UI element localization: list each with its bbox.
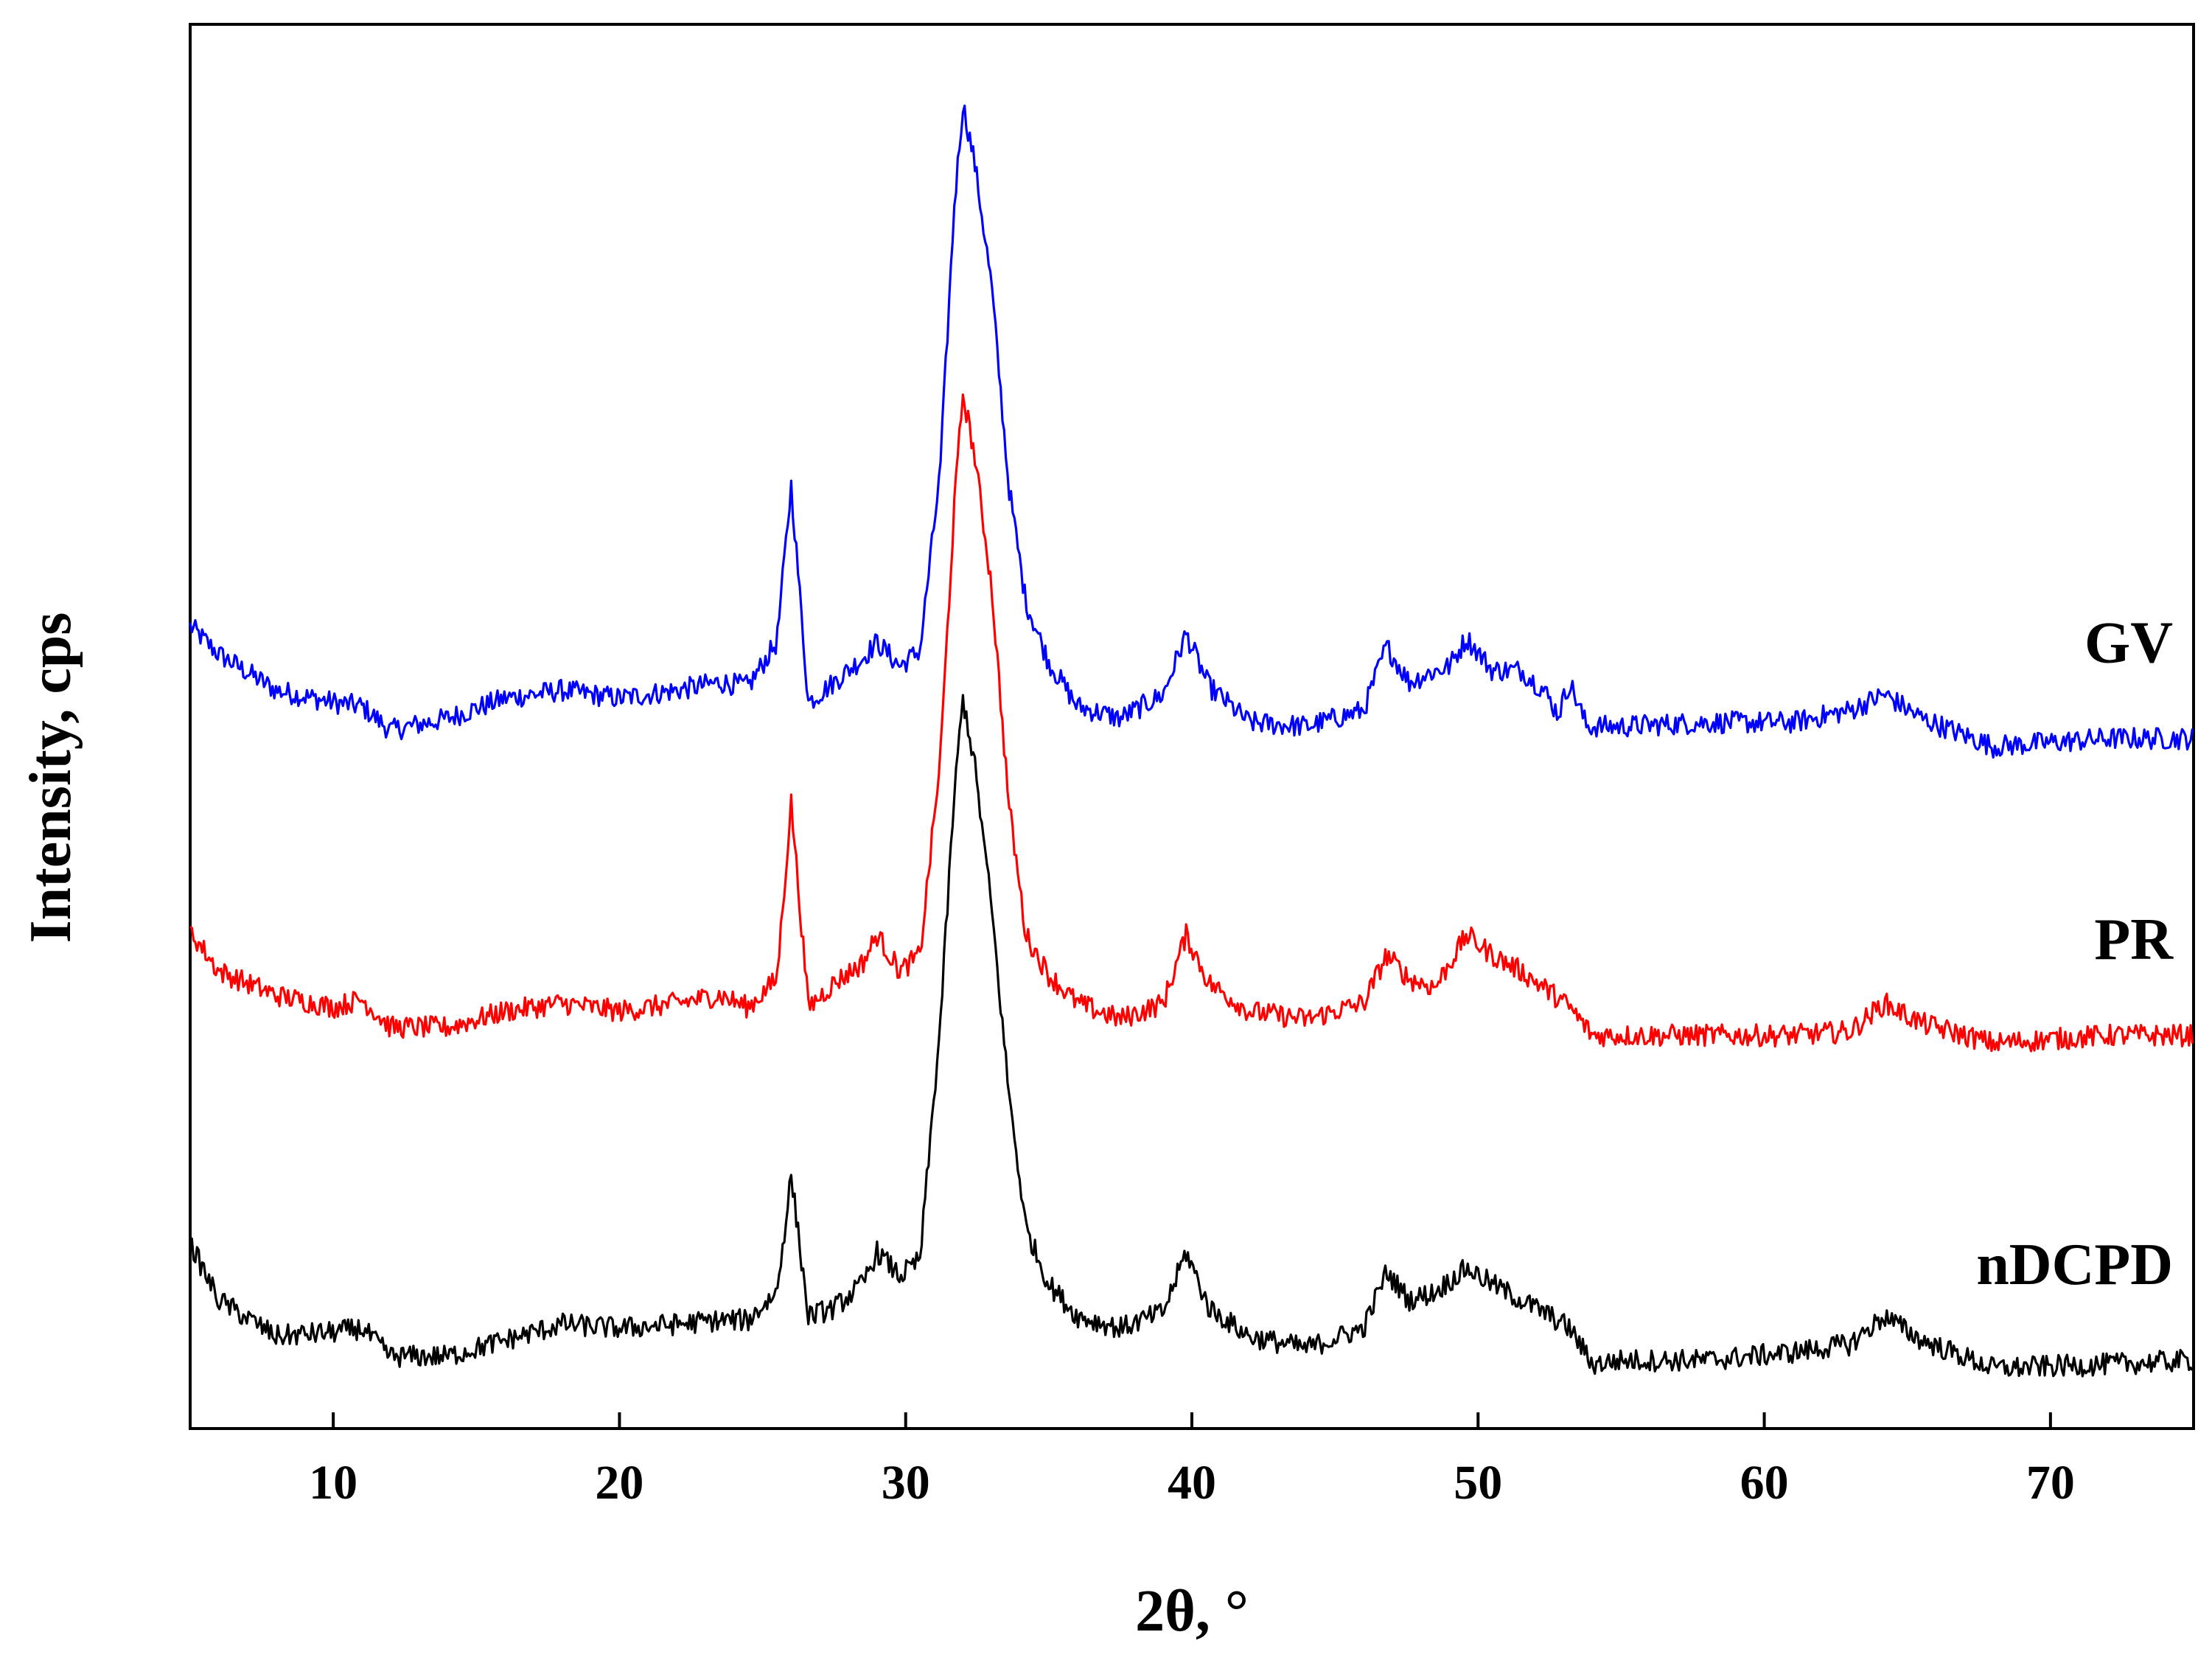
x-tick-label: 40 xyxy=(1168,1456,1216,1510)
series-traces xyxy=(189,104,2194,1378)
y-axis-title: Intensity, cps xyxy=(18,613,83,944)
series-line-gv xyxy=(189,104,2194,759)
x-tick-label: 50 xyxy=(1454,1456,1502,1510)
x-axis-title: 2θ, ° xyxy=(1135,1579,1249,1644)
x-tick-label: 60 xyxy=(1740,1456,1789,1510)
series-label-pr: PR xyxy=(2094,907,2174,972)
series-line-ndcpd xyxy=(189,694,2194,1378)
series-label-ndcpd: nDCPD xyxy=(1976,1232,2173,1297)
series-label-gv: GV xyxy=(2084,610,2173,675)
series-line-pr xyxy=(189,393,2194,1053)
x-tick-label: 30 xyxy=(882,1456,930,1510)
plot-frame xyxy=(189,23,2195,1430)
x-tick-label: 70 xyxy=(2026,1456,2075,1510)
x-tick-label: 20 xyxy=(595,1456,643,1510)
x-axis-ticks: 10 20 30 40 50 60 70 xyxy=(309,1412,2075,1510)
series-labels: GV PR nDCPD xyxy=(1976,610,2174,1297)
x-tick-label: 10 xyxy=(309,1456,357,1510)
